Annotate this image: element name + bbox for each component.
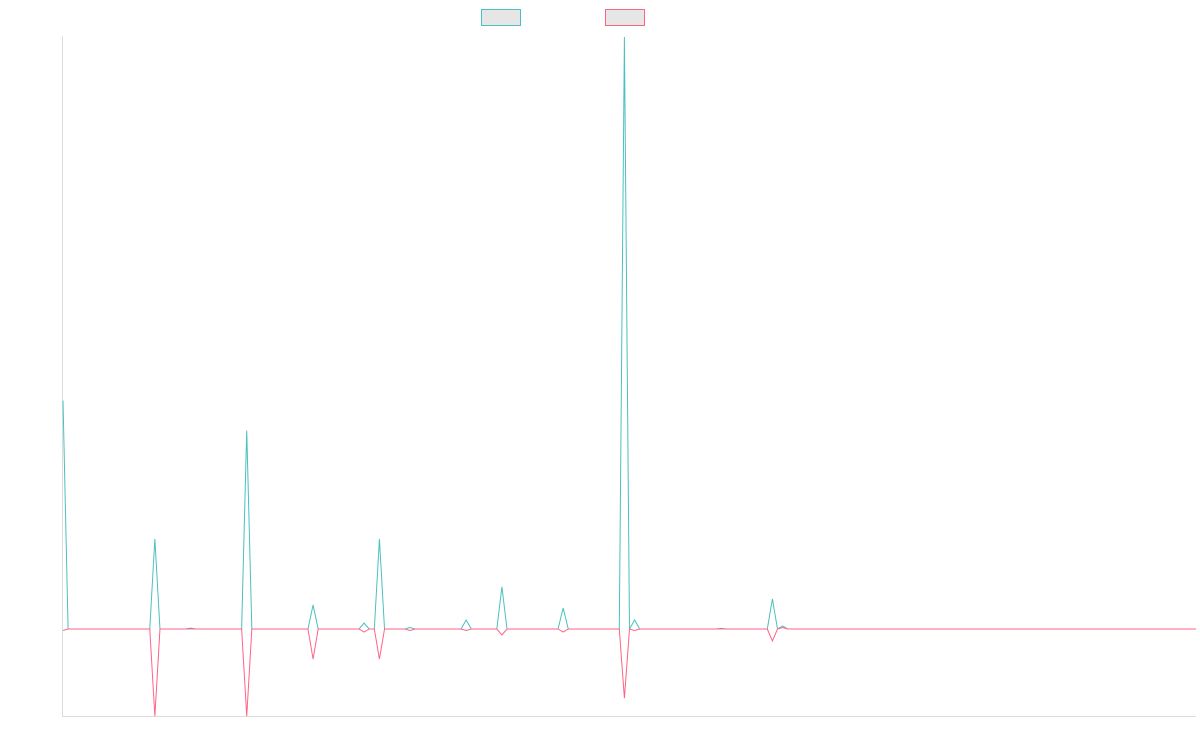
series-line-2: [62, 626, 1196, 717]
legend-swatch-series-1[interactable]: [481, 9, 521, 26]
legend-swatch-series-2[interactable]: [605, 9, 645, 26]
series-line-1: [62, 36, 1196, 631]
plot-area: [62, 36, 1196, 717]
chart-legend[interactable]: [481, 9, 645, 26]
